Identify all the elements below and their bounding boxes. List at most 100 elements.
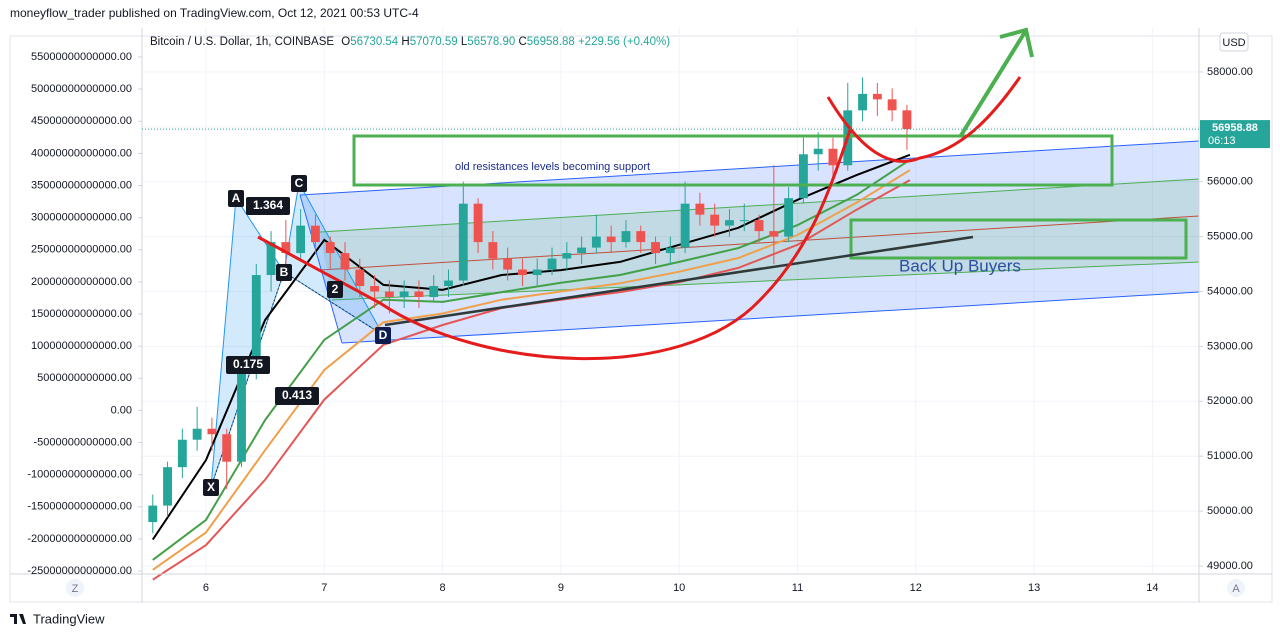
pattern-labels: A B C D X 2 1.364 0.175 0.413	[203, 175, 391, 496]
candle-body	[754, 220, 764, 232]
candle-body	[399, 291, 409, 297]
y2-tick-label: 30000000000000.00	[31, 212, 132, 224]
ohlc-value: 56958.88	[527, 36, 575, 48]
candle-body	[384, 291, 394, 297]
candle-body	[163, 467, 172, 506]
candle-body	[651, 242, 660, 254]
candle-body	[562, 253, 572, 259]
legend: Bitcoin / U.S. Dollar, 1h, COINBASE O567…	[150, 36, 670, 48]
resistance-note: old resistances levels becoming support	[455, 161, 650, 173]
y2-tick-label: 35000000000000.00	[31, 179, 132, 191]
chart-frame	[9, 35, 1273, 603]
x-tick-label: 12	[910, 582, 922, 594]
candle-body	[887, 99, 897, 111]
x-tick-label: 6	[203, 582, 209, 594]
candle-body	[325, 242, 335, 254]
candle-body	[680, 203, 690, 248]
brand: TradingView	[33, 611, 105, 626]
candle-body	[281, 242, 291, 254]
candle-body	[784, 198, 794, 237]
candle-body	[710, 214, 720, 226]
drawings-top: old resistances levels becoming support …	[257, 27, 1188, 361]
buyers-note: Back Up Buyers	[899, 256, 1021, 275]
candle-body	[458, 203, 468, 281]
candles	[148, 77, 912, 534]
y2-tick-label: 15000000000000.00	[31, 308, 132, 320]
countdown: 06:13	[1208, 135, 1236, 147]
buyers-box	[849, 218, 1188, 260]
y2-tick-label: 10000000000000.00	[31, 340, 132, 352]
inner-bottom	[331, 261, 1200, 301]
up-arrow	[958, 27, 1034, 139]
y-tick-label: 51000.00	[1207, 450, 1253, 462]
x-tick-label: 14	[1146, 582, 1158, 594]
point-label: C	[295, 176, 304, 190]
y-tick-label: 53000.00	[1207, 340, 1253, 352]
trend-line	[384, 235, 974, 327]
zoom-button[interactable]	[66, 579, 84, 597]
ohlc-key: O	[341, 36, 350, 48]
symbol: Bitcoin / U.S. Dollar, 1h, COINBASE	[150, 36, 334, 48]
x-tick-label: 11	[792, 582, 803, 594]
candle-body	[444, 280, 453, 287]
ohlc-key: H	[401, 36, 409, 48]
candle-body	[296, 225, 306, 254]
change: +229.56 (+0.40%)	[578, 36, 670, 48]
candle-body	[414, 291, 424, 297]
candle-body	[547, 258, 557, 270]
x-tick-label: 7	[321, 582, 327, 594]
candle-body	[606, 236, 616, 243]
candle-body	[518, 269, 527, 276]
ratio-label: 0.413	[282, 388, 312, 402]
point-label: D	[379, 328, 388, 342]
candle-body	[310, 225, 320, 243]
candle-body	[902, 110, 912, 130]
pattern-dotted	[210, 271, 384, 488]
candle-body	[798, 154, 808, 199]
ohlc-value: 56578.90	[467, 36, 515, 48]
candle-body	[207, 428, 217, 435]
published-line: moneyflow_trader published on TradingVie…	[10, 6, 419, 20]
candle-body	[192, 428, 202, 440]
candle-body	[148, 505, 158, 523]
zoom-label[interactable]: Z	[72, 583, 79, 595]
y2-tick-label: 25000000000000.00	[31, 244, 132, 256]
candle-body	[577, 247, 587, 254]
y2-tick-label: 50000000000000.00	[31, 83, 132, 95]
y2-tick-label: 55000000000000.00	[31, 51, 132, 63]
last-price-tag	[1200, 120, 1270, 149]
y-tick-label: 55000.00	[1207, 231, 1253, 243]
auto-button[interactable]	[1227, 579, 1245, 597]
y2-tick-label: -10000000000000.00	[27, 469, 132, 481]
candle-body	[177, 439, 187, 468]
ohlc-value: 57070.59	[410, 36, 458, 48]
point-label: A	[232, 191, 241, 205]
candle-body	[621, 231, 631, 243]
moving-average	[152, 169, 911, 571]
currency[interactable]: USD	[1222, 37, 1245, 49]
red-curve	[257, 129, 852, 361]
candle-body	[695, 203, 705, 215]
candle-body	[813, 148, 823, 155]
candle-body	[237, 368, 246, 462]
candle-body	[532, 269, 542, 276]
auto-label[interactable]: A	[1232, 583, 1240, 595]
last-price-label: 56958.88	[1212, 122, 1258, 134]
point-label: 2	[332, 282, 339, 296]
candle-body	[222, 434, 232, 462]
y2-tick-label: 5000000000000.00	[37, 372, 132, 384]
red-cup	[826, 76, 1022, 163]
candle-body	[739, 220, 749, 222]
y-tick-label: 54000.00	[1207, 285, 1253, 297]
ohlc-value: 56730.54	[350, 36, 399, 48]
point-label: B	[280, 265, 289, 279]
candle-body	[488, 242, 498, 259]
currency-button[interactable]	[1219, 32, 1249, 52]
x-tick-label: 8	[440, 582, 446, 594]
ohlc-key: L	[461, 36, 468, 48]
candle-body	[872, 93, 882, 100]
ratio-label: 1.364	[253, 198, 283, 212]
candle-body	[503, 258, 513, 270]
